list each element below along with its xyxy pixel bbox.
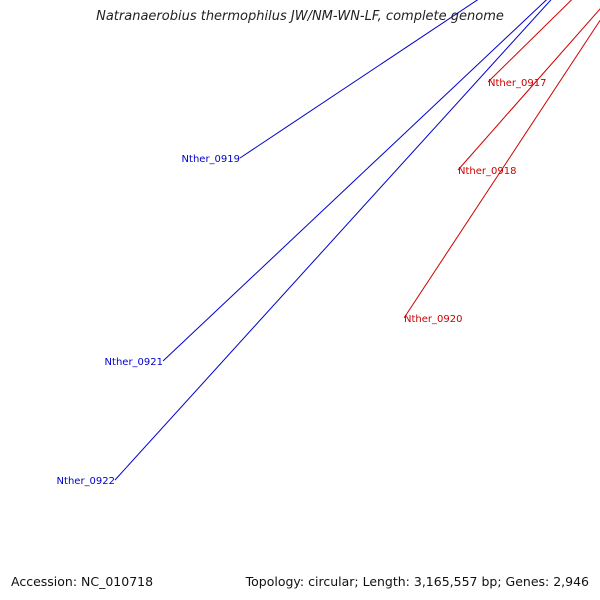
gene-label: Nther_0921 <box>105 357 163 368</box>
map-title: Natranaerobius thermophilus JW/NM-WN-LF,… <box>96 9 504 24</box>
gene-label: Nther_0917 <box>488 78 546 89</box>
gene-label: Nther_0920 <box>404 314 462 325</box>
genome-summary-text: Topology: circular; Length: 3,165,557 bp… <box>243 574 591 589</box>
gene-label: Nther_0919 <box>182 154 240 165</box>
label-leader-line <box>162 0 548 362</box>
label-leader-line <box>114 0 552 481</box>
gene-label: Nther_0918 <box>458 166 516 177</box>
label-leader-line <box>457 8 600 171</box>
label-layer: Nther_0917 Nther_0918 Nther_0919 Nther_0920… <box>57 0 600 487</box>
gene-label: Nther_0922 <box>57 476 115 487</box>
label-leader-line <box>403 19 600 319</box>
accession-text: Accession: NC_010718 <box>9 574 156 589</box>
label-leader-line <box>239 0 479 159</box>
